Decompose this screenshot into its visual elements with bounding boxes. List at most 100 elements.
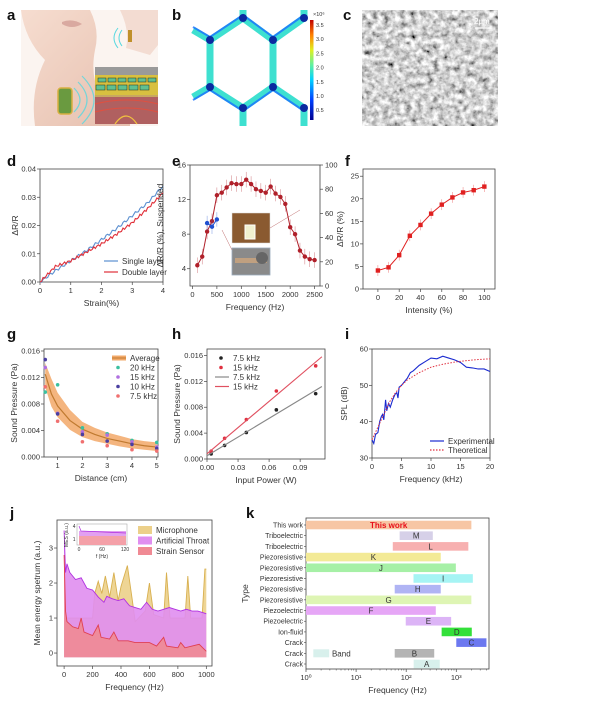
category-label: Ion-fluid — [278, 629, 303, 636]
series-7.5-khz — [209, 391, 318, 456]
x-tick-label: 5 — [155, 461, 159, 470]
y-axis-label: SPL (dB) — [339, 386, 349, 420]
chart-i: 0 5 10 15 20 30 40 50 60 Frequency (kHz) SPL (dB) E… — [339, 345, 495, 485]
area-edge — [63, 530, 207, 615]
data-point — [273, 191, 278, 196]
bar-j: J Piezoresistive — [260, 563, 456, 573]
legend-label: 7.5 kHz — [233, 354, 260, 363]
panel-label-b: b — [172, 7, 181, 24]
colorbar-exponent: ×10⁶ — [313, 11, 325, 18]
data-point — [278, 194, 283, 200]
inset-xtick: 120 — [121, 547, 130, 553]
x-tick-label: 10⁰ — [300, 673, 311, 682]
x-axis-label: Input Power (W) — [235, 475, 297, 485]
data-point — [43, 357, 48, 362]
x-tick-label: 2 — [80, 461, 84, 470]
y-tick-label: 50 — [360, 381, 368, 390]
line — [371, 358, 491, 441]
bar-g: G Piezoresistive — [260, 595, 472, 605]
data-point — [482, 184, 487, 189]
data-point — [428, 211, 434, 216]
legend-item: 10 kHz — [116, 383, 155, 392]
data-point — [274, 408, 279, 412]
bar-m: M Triboelectric — [265, 531, 433, 541]
bar-l: L Triboelectric — [265, 542, 469, 551]
panel-e-inset-photos — [221, 209, 301, 276]
y-tick-label: 0.012 — [21, 373, 40, 382]
y-right-tick-label: 100 — [325, 161, 338, 170]
data-point — [204, 220, 210, 226]
category-label: Crack — [285, 662, 304, 669]
panel-label-d: d — [7, 153, 16, 170]
x-tick-label: 10 — [427, 462, 435, 471]
x-tick-label: 0.03 — [231, 463, 246, 472]
panel-c-sem-image: 2μm — [362, 10, 498, 126]
x-tick-label: 4 — [130, 461, 134, 470]
data-point — [214, 193, 220, 198]
panel-label-j: j — [9, 505, 14, 522]
inset-ylabel: MES (a.u.) — [64, 523, 70, 547]
legend-label-band: Band — [332, 649, 351, 658]
y-axis-label: Mean energy spetrum (a.u.) — [32, 540, 42, 645]
legend-item: 7.5 kHz — [219, 354, 260, 363]
legend-label: Experimental — [448, 437, 495, 446]
y-tick-label: 0.004 — [21, 426, 40, 435]
inset-ytick: 1 — [73, 537, 76, 543]
colorbar-tick-label: 1.0 — [316, 94, 324, 100]
legend-label: Artificial Throat — [156, 537, 210, 546]
bar — [392, 542, 469, 551]
panel-label-h: h — [172, 326, 181, 343]
sound-waves-icon — [73, 75, 95, 125]
data-point — [287, 225, 293, 230]
y-tick-label: 25 — [351, 172, 359, 181]
category-label: Piezoresistive — [260, 576, 303, 583]
data-point — [209, 224, 215, 229]
data-point — [105, 433, 109, 437]
data-point — [312, 257, 317, 263]
data-point — [55, 382, 60, 387]
y-tick-label: 1 — [49, 614, 53, 623]
y-tick-label: 0.00 — [21, 278, 36, 287]
panel-a-illustration — [21, 10, 159, 126]
y-tick-label: 15 — [351, 217, 359, 226]
data-point — [130, 442, 134, 447]
data-point — [471, 188, 476, 193]
bar-label: A — [424, 660, 430, 669]
x-axis-label: Strain(%) — [84, 298, 120, 308]
y-right-tick-label: 80 — [325, 185, 333, 194]
y-tick-label: 3 — [49, 544, 53, 553]
x-tick-label: 1000 — [233, 290, 250, 299]
x-tick-label: 0.06 — [262, 463, 277, 472]
y-tick-label: 0.016 — [21, 346, 40, 355]
hexagon-layer-inset — [94, 67, 159, 125]
x-tick-label: 500 — [211, 290, 224, 299]
panel-b-strain-map: ×10⁶ 3.5 3.0 2.5 2.0 1.5 1.0 0.5 — [191, 10, 325, 126]
x-tick-label: 0 — [190, 290, 194, 299]
x-tick-label: 600 — [143, 670, 156, 679]
data-point — [43, 384, 48, 389]
x-axis-label: Frequency (Hz) — [368, 685, 427, 695]
series-0 — [195, 171, 317, 274]
category-label: Piezoelectric — [263, 619, 303, 626]
legend-label: 15 kHz — [233, 383, 258, 392]
legend-item: Double layer — [104, 268, 167, 277]
data-point — [283, 201, 288, 207]
data-point — [396, 252, 402, 258]
bar-label: L — [428, 542, 433, 551]
x-axis-label: Distance (cm) — [75, 473, 128, 483]
data-point — [154, 446, 159, 451]
legend-marker — [116, 384, 120, 389]
data-point — [219, 190, 224, 195]
inset-xtick: 0 — [78, 547, 81, 553]
legend-label: 15 kHz — [130, 373, 155, 382]
category-label: Crack — [285, 651, 304, 658]
bar-label: This work — [370, 521, 408, 530]
bar-label: M — [413, 532, 420, 541]
legend-label: Microphone — [156, 526, 198, 535]
x-tick-label: 10² — [401, 673, 412, 682]
x-tick-label: 200 — [86, 670, 99, 679]
panel-label-e: e — [172, 153, 180, 170]
sound-waves-small-icon — [113, 27, 123, 49]
data-point — [239, 181, 244, 187]
